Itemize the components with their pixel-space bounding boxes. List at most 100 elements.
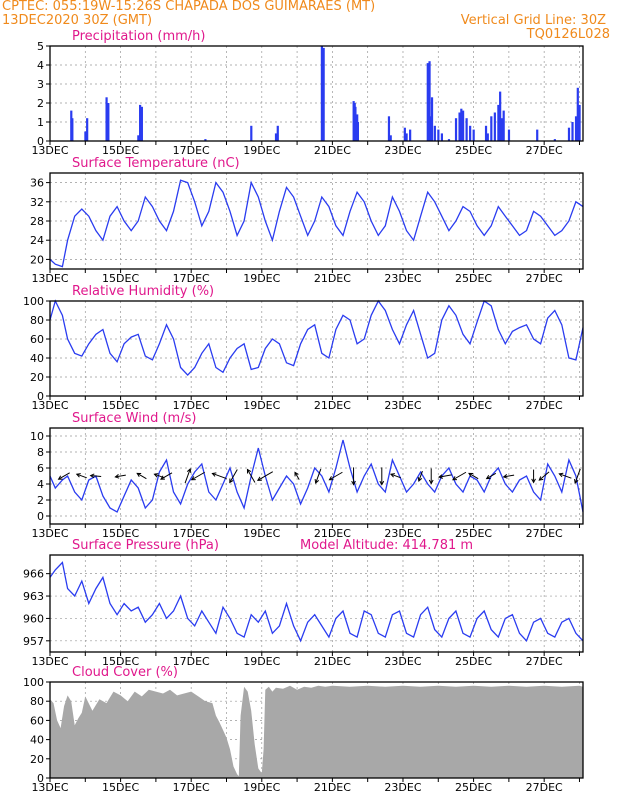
precip-bar [426,63,429,141]
wind-arrow [247,469,256,483]
wind-arrow-head [57,475,63,480]
precip-bar [553,139,556,141]
precip-bar [454,118,458,141]
precip-frame [49,45,584,142]
temp-xtick-label: 15DEC [102,272,139,285]
rh-series-line [49,299,584,377]
wind-ytick-label: 8 [37,446,44,459]
precip-bar [437,129,440,141]
wind-arrow-head [246,468,252,474]
wind-arrow-head [211,472,217,477]
wind-arrow-head [438,474,443,479]
precip-ytick-label: 0 [37,135,44,148]
wind-arrow [503,474,515,478]
precip-bar [502,110,505,141]
rh-xtick-label: 23DEC [384,399,421,412]
precip-bar [440,133,444,141]
precip-bar [576,87,579,141]
temp-xtick-label: 13DEC [31,272,68,285]
precip-ytick-label: 2 [37,97,44,110]
precip-bar [428,61,431,142]
precip-bar [490,116,493,141]
wind-arrow [294,472,300,480]
wind-arrow-head [328,476,334,481]
precip-xtick-label: 19DEC [243,144,280,157]
wind-ytick-label: 10 [30,430,44,443]
precip-bar [274,133,278,141]
precip-bar [578,104,581,141]
wind-xtick-label: 15DEC [102,527,139,540]
pressure-ytick-label: 960 [23,612,44,625]
temp-xtick-label: 25DEC [455,272,492,285]
wind-xtick-label: 19DEC [243,527,280,540]
precip-bar [497,104,500,141]
rh-xtick-label: 27DEC [526,399,563,412]
temp-xtick-label: 21DEC [314,272,351,285]
precip-bar [447,139,451,141]
precip-bar [107,103,110,141]
temp-ytick-label: 20 [30,253,44,266]
precip-bar [500,118,504,141]
precip-bar [86,118,89,141]
temp-xtick-label: 19DEC [243,272,280,285]
temp-ytick-label: 32 [30,196,44,209]
wind-xtick-label: 23DEC [384,527,421,540]
wind-xtick-label: 25DEC [455,527,492,540]
wind-frame [49,427,584,525]
wind-arrow-head [190,476,196,481]
station-header: CPTEC: 055:19W-15:26S CHAPADA DOS GUIMAR… [2,0,376,14]
wind-arrow [154,473,165,479]
model-code: TQ0126L028 [526,27,610,42]
wind-ytick-label: 6 [37,462,44,475]
precip-bar [571,122,574,141]
wind-arrow-head [502,474,508,479]
pressure-series-line [49,561,584,643]
model-altitude: Model Altitude: 414.781 m [300,538,474,553]
wind-arrow [58,472,70,480]
temp-ytick-label: 36 [30,177,44,190]
wind-xtick-label: 27DEC [526,527,563,540]
precip-bar [204,139,207,141]
precip-bar [403,127,406,141]
cloud-frame [49,681,584,779]
temp-ytick-label: 28 [30,215,44,228]
rh-xtick-label: 19DEC [243,399,280,412]
wind-arrow-head [256,476,262,481]
cloud-ytick-label: 0 [37,772,44,785]
precip-bar [429,116,432,141]
precip-bar [139,104,142,141]
wind-ytick-label: 2 [37,494,44,507]
temp-frame [49,172,584,270]
precip-bar [105,97,108,141]
rh-xtick-label: 25DEC [455,399,492,412]
cloud-xtick-label: 21DEC [314,781,351,794]
precip-bar [486,133,489,141]
wind-arrow-head [160,475,165,480]
precip-bar [276,125,279,141]
precip-xtick-label: 21DEC [314,144,351,157]
wind-arrow [390,473,402,479]
precip-bar [460,108,463,141]
wind-arrow [438,474,452,478]
rh-ytick-label: 40 [30,352,44,365]
wind-arrow [76,473,87,479]
precip-bar [461,110,465,141]
pressure-xtick-label: 25DEC [455,655,492,668]
cloud-ytick-label: 20 [30,753,44,766]
precip-ytick-label: 3 [37,78,44,91]
wind-arrow [329,471,343,481]
temp-ytick-label: 24 [30,234,44,247]
temp-xtick-label: 27DEC [526,272,563,285]
wind-arrow-head [389,473,395,478]
temp-series-line [49,179,584,268]
cloud-xtick-label: 23DEC [384,781,421,794]
cloud-ytick-label: 100 [23,676,44,689]
rh-xtick-label: 17DEC [173,399,210,412]
wind-arrow-head [538,476,544,481]
wind-arrow-head [186,467,192,473]
rh-ytick-label: 20 [30,371,44,384]
precip-xtick-label: 17DEC [173,144,210,157]
precip-bar [320,46,323,141]
wind-series-line [49,439,584,513]
